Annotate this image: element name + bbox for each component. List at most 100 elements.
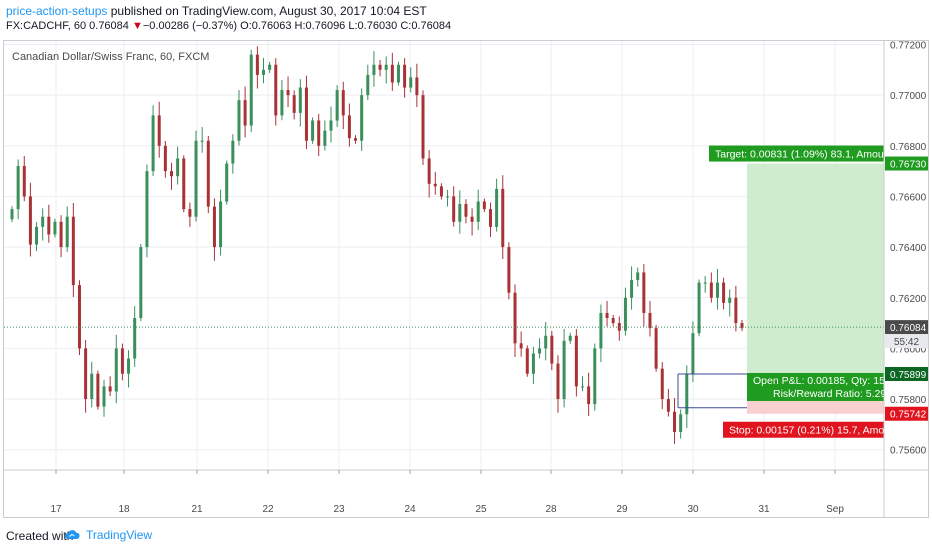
time-axis[interactable]: 17 18 21 22 23 24 25 28 29 30 31 Sep [50,470,844,515]
countdown-bg [885,334,928,349]
target-zone [747,163,884,374]
candle-body [225,163,229,202]
candle-body [47,216,51,235]
candle-body [127,358,131,374]
candle-body [476,201,480,222]
candle-body [439,186,443,197]
chart-grid [4,41,884,470]
candle-body [660,368,664,400]
price-chart[interactable]: Target: 0.00831 (1.09%) 83.1, Amount: 13… [4,41,928,517]
candle-body [703,282,707,284]
symbol-info-line: FX:CADCHF, 60 0.76084 ▼−0.00286 (−0.37%)… [6,20,451,32]
candle-body [378,64,382,70]
candle-body [16,166,20,210]
candle-body [390,64,394,83]
change-down-icon: ▼ [131,20,143,32]
candle-body [77,285,81,349]
time-tick-label: 24 [404,504,416,515]
price-tick-label: 0.76400 [890,243,927,254]
price-tick-label: 0.77200 [890,41,927,52]
candle-body [709,282,713,298]
candle-body [538,348,542,354]
candle-body [691,333,695,374]
candle-body [666,399,670,412]
candle-body [372,64,376,75]
candle-body [679,414,683,432]
chart-panel[interactable]: Target: 0.00831 (1.09%) 83.1, Amount: 13… [3,40,929,518]
candle-body [354,138,358,141]
candle-body [740,323,744,329]
candle-body [176,158,180,177]
candle-body [10,209,14,220]
author-link[interactable]: price-action-setups [6,4,108,18]
candle-body [133,318,137,359]
candle-body [697,282,701,334]
pl-label-text: Open P&L: 0.00185, Qty: 1592 [753,375,897,387]
pl-label-bg [747,372,884,401]
entry-price-label: 0.75899 [890,370,927,381]
candle-body [35,226,39,245]
candle-body [568,335,572,341]
candle-body [114,348,118,392]
candle-body [28,196,32,245]
candle-body [139,247,143,319]
current-price-label-bg [885,320,928,335]
candle-body [212,206,216,248]
target-label-bg [709,145,884,162]
price-tick-label: 0.75800 [890,395,927,406]
candle-body [728,297,732,303]
candle-body [84,348,88,400]
candle-body [470,216,474,222]
candle-body [188,209,192,217]
price-tick-label: 0.76600 [890,192,927,203]
time-tick-label: 28 [545,504,557,515]
price-axis[interactable]: 0.77200 0.77000 0.76800 0.76600 0.76400 0.762… [890,41,927,457]
candle-body [409,77,413,88]
candle-body [255,54,259,75]
symbol-name: FX:CADCHF, 60 [6,20,87,32]
candle-body [648,312,652,329]
candle-body [268,64,272,70]
candle-body [237,100,241,141]
candle-body [329,120,333,131]
target-price-label-bg [885,156,928,171]
candle-body [464,204,468,217]
candle-body [219,201,223,248]
candle-body [673,411,677,432]
candle-body [685,373,689,415]
candles [10,46,744,444]
candle-body [734,297,738,324]
candle-body [599,312,603,349]
target-label-text: Target: 0.00831 (1.09%) 83.1, Amount: 13 [715,149,910,161]
candle-body [317,120,321,146]
candle-body [323,130,327,146]
candle-body [335,90,339,121]
candle-body [446,196,450,198]
candle-body [396,64,400,83]
time-tick-label: 30 [687,504,699,515]
ohlc-values: O:0.76063 H:0.76096 L:0.76030 C:0.76084 [240,20,452,32]
candle-body [366,74,370,96]
created-with-text: Created with [6,529,74,543]
candle-body [200,140,204,142]
candle-body [311,120,315,141]
candle-body [384,64,388,70]
candle-body [636,272,640,281]
candle-body [157,115,161,146]
candle-body [231,140,235,164]
candle-body [53,221,57,235]
candle-body [715,282,719,298]
candle-body [574,335,578,387]
published-text: published on TradingView.com, August 30,… [107,4,427,18]
candle-body [96,373,100,407]
candle-body [623,297,627,331]
candle-body [501,188,505,248]
stop-label-bg [723,421,884,438]
candle-body [262,69,266,75]
time-tick-label: 22 [262,504,274,515]
candle-body [562,340,566,400]
price-tick-label: 0.77000 [890,91,927,102]
candle-body [65,216,69,248]
target-price-label: 0.76730 [890,160,927,171]
tradingview-brand-link[interactable]: TradingView [86,528,153,542]
